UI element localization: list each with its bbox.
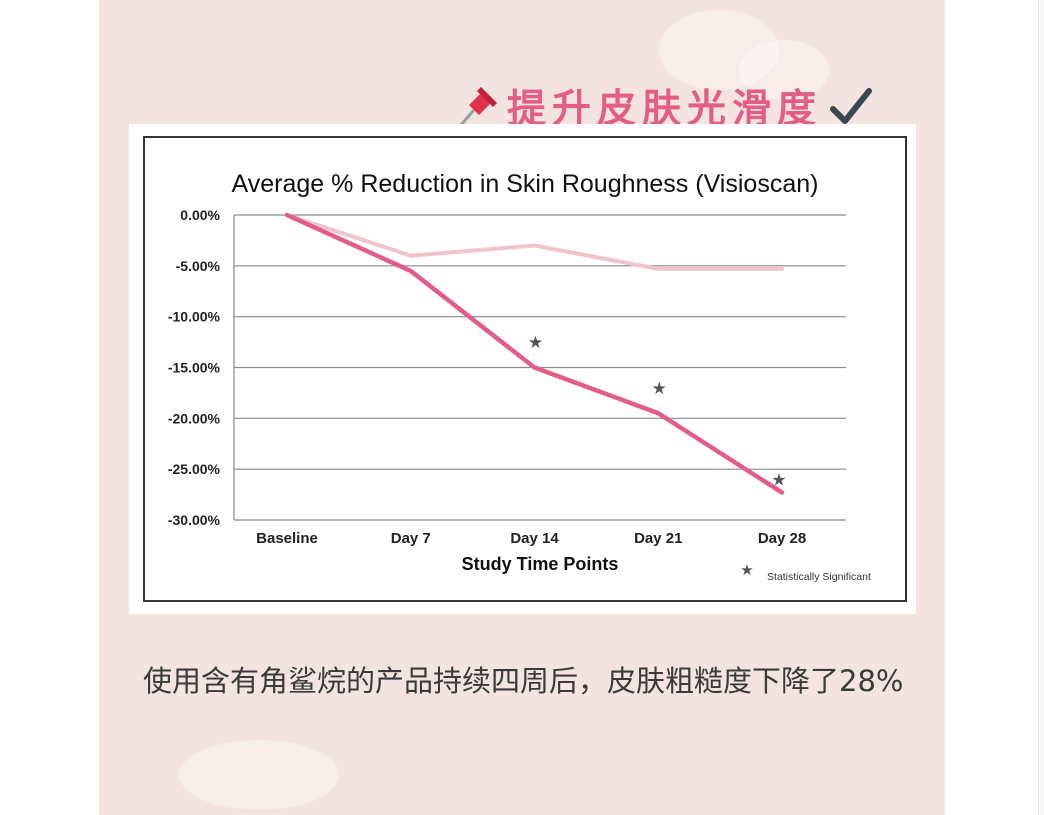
pushpin-icon: [459, 87, 497, 127]
scrollbar-track: [1038, 0, 1044, 815]
x-tick-label: Day 21: [634, 530, 682, 547]
legend-marker: ★: [740, 561, 753, 579]
chart-card: Average % Reduction in Skin Roughness (V…: [129, 124, 916, 614]
y-tick-label: -20.00%: [168, 410, 221, 426]
y-tick-label: -10.00%: [168, 309, 221, 325]
x-tick-label: Day 14: [510, 530, 559, 547]
checkmark-icon: [830, 88, 873, 124]
significance-marker: ★: [652, 379, 667, 399]
x-tick-label: Baseline: [256, 530, 318, 547]
skin-roughness-chart: Average % Reduction in Skin Roughness (V…: [143, 136, 907, 602]
significance-marker: ★: [528, 333, 543, 353]
caption-text: 使用含有角鲨烷的产品持续四周后，皮肤粗糙度下降了28%: [143, 664, 904, 698]
y-tick-label: -5.00%: [176, 258, 221, 274]
chart-frame: [143, 136, 907, 602]
x-tick-label: Day 28: [758, 530, 806, 547]
series-line-2: [284, 212, 785, 495]
y-tick-label: 0.00%: [180, 207, 220, 223]
x-tick-label: Day 7: [391, 530, 431, 547]
significance-marker: ★: [771, 470, 786, 490]
legend-label: Statistically Significant: [767, 571, 871, 583]
x-axis-title: Study Time Points: [462, 554, 619, 574]
y-tick-label: -15.00%: [168, 360, 221, 376]
series-line-1: [285, 213, 784, 271]
y-tick-label: -25.00%: [168, 461, 221, 477]
y-tick-label: -30.00%: [168, 512, 221, 528]
chart-title: Average % Reduction in Skin Roughness (V…: [232, 170, 819, 198]
